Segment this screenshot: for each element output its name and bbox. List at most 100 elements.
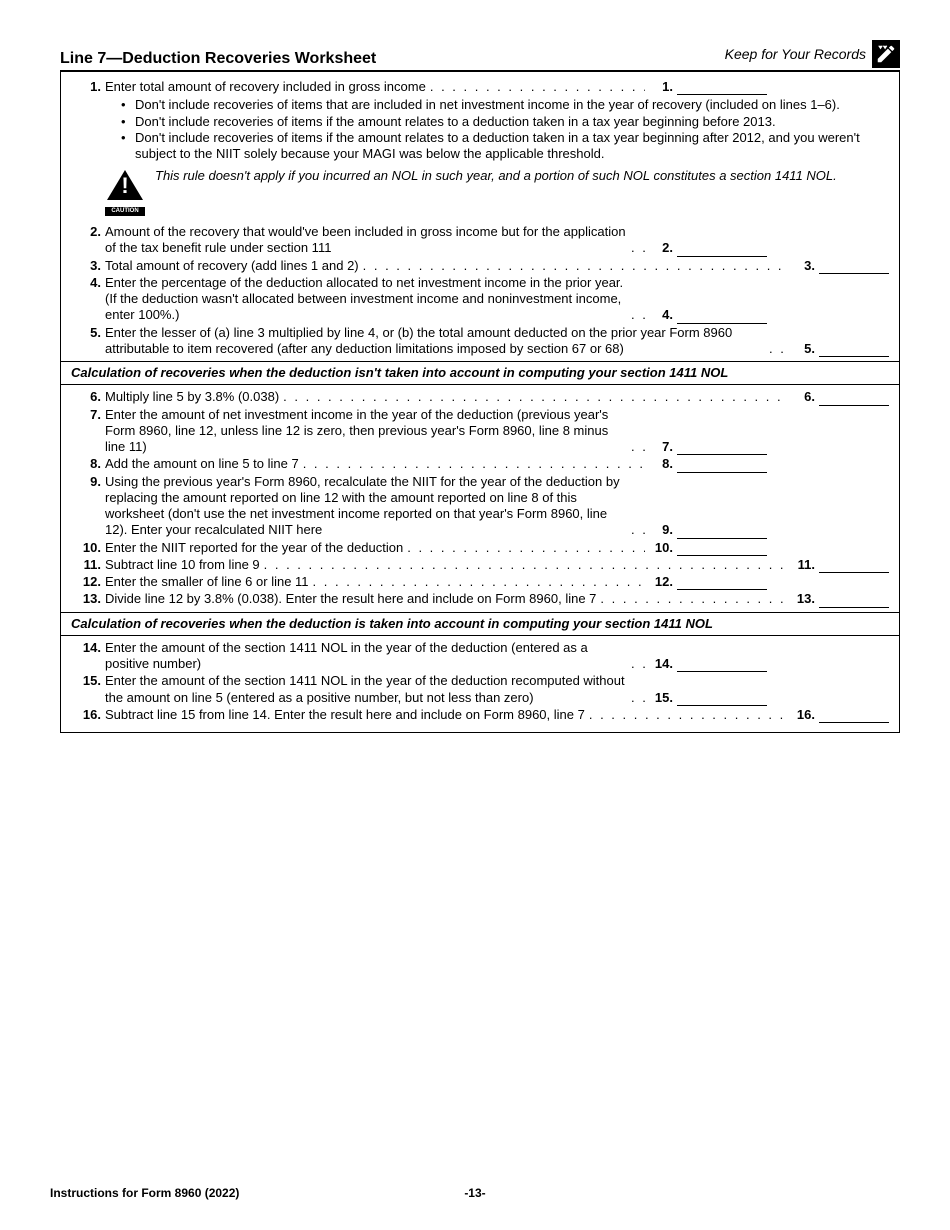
caution-icon: ! CAUTION: [105, 168, 145, 216]
line-text: Subtract line 15 from line 14. Enter the…: [105, 707, 585, 723]
line-text: Multiply line 5 by 3.8% (0.038): [105, 389, 279, 405]
section-header-2: Calculation of recoveries when the deduc…: [61, 612, 899, 636]
blank-field[interactable]: [819, 708, 889, 723]
line-text: Enter the amount of the section 1411 NOL…: [105, 673, 627, 706]
line-text: Enter total amount of recovery included …: [105, 79, 426, 95]
leader-dots: . . . . . . . . . . . . . . . . . . . . …: [596, 591, 787, 607]
line-11: 11. Subtract line 10 from line 9 . . . .…: [71, 557, 889, 573]
leader-dots: . . . . . . . . . . . . . . . . . . . . …: [585, 707, 787, 723]
blank-field[interactable]: [677, 657, 767, 672]
line-text: Total amount of recovery (add lines 1 an…: [105, 258, 359, 274]
line-num: 1.: [71, 79, 105, 95]
line-text: Enter the amount of the section 1411 NOL…: [105, 640, 627, 673]
leader-dots: . . . . . . . . . . . . . . . . . . . . …: [627, 656, 645, 672]
pencil-icon: [872, 40, 900, 68]
line-10: 10. Enter the NIIT reported for the year…: [71, 540, 889, 556]
leader-dots: . . . . . . . . . . . . . . . . . . . . …: [627, 240, 645, 256]
leader-dots: . . . . . . . . . . . . . . . . . . . . …: [627, 690, 645, 706]
line-text: Enter the NIIT reported for the year of …: [105, 540, 403, 556]
line-num: 11.: [71, 557, 105, 573]
line-num: 7.: [71, 407, 105, 423]
line-14: 14. Enter the amount of the section 1411…: [71, 640, 889, 673]
blank-field[interactable]: [819, 593, 889, 608]
blank-field[interactable]: [677, 440, 767, 455]
line-label: 7.: [645, 439, 677, 455]
line-5: 5. Enter the lesser of (a) line 3 multip…: [71, 325, 889, 358]
line-4: 4. Enter the percentage of the deduction…: [71, 275, 889, 324]
keep-records-text: Keep for Your Records: [725, 46, 866, 62]
line-text: Enter the amount of net investment incom…: [105, 407, 627, 456]
line-16: 16. Subtract line 15 from line 14. Enter…: [71, 707, 889, 723]
worksheet-box: 1. Enter total amount of recovery includ…: [60, 72, 900, 733]
bullet-text: Don't include recoveries of items if the…: [135, 114, 776, 130]
blank-field[interactable]: [677, 541, 767, 556]
footer-page-num: -13-: [333, 1186, 616, 1200]
blank-field[interactable]: [819, 259, 889, 274]
line-num: 9.: [71, 474, 105, 490]
line-6: 6. Multiply line 5 by 3.8% (0.038) . . .…: [71, 389, 889, 405]
line-num: 15.: [71, 673, 105, 689]
leader-dots: . . . . . . . . . . . . . . . . . . . . …: [426, 79, 645, 95]
line-num: 10.: [71, 540, 105, 556]
line-3: 3. Total amount of recovery (add lines 1…: [71, 258, 889, 274]
caution-label: CAUTION: [105, 207, 145, 217]
line-text: Divide line 12 by 3.8% (0.038). Enter th…: [105, 591, 596, 607]
blank-field[interactable]: [819, 342, 889, 357]
blank-field[interactable]: [677, 524, 767, 539]
line-num: 2.: [71, 224, 105, 240]
line-num: 5.: [71, 325, 105, 341]
blank-field[interactable]: [819, 558, 889, 573]
page: Line 7—Deduction Recoveries Worksheet Ke…: [0, 0, 950, 1230]
line-text: Add the amount on line 5 to line 7: [105, 456, 299, 472]
line-num: 12.: [71, 574, 105, 590]
worksheet-title: Line 7—Deduction Recoveries Worksheet: [60, 50, 376, 68]
footer-left: Instructions for Form 8960 (2022): [50, 1186, 333, 1200]
blank-field[interactable]: [677, 80, 767, 95]
line-text: Subtract line 10 from line 9: [105, 557, 260, 573]
leader-dots: . . . . . . . . . . . . . . . . . . . . …: [765, 341, 787, 357]
bullet: •Don't include recoveries of items that …: [121, 97, 889, 113]
line-label: 2.: [645, 240, 677, 256]
page-footer: Instructions for Form 8960 (2022) -13-: [50, 1186, 900, 1200]
leader-dots: . . . . . . . . . . . . . . . . . . . . …: [260, 557, 787, 573]
leader-dots: . . . . . . . . . . . . . . . . . . . . …: [627, 307, 645, 323]
caution-text: This rule doesn't apply if you incurred …: [155, 168, 837, 184]
line-num: 3.: [71, 258, 105, 274]
line-1-notes: •Don't include recoveries of items that …: [121, 97, 889, 162]
leader-dots: . . . . . . . . . . . . . . . . . . . . …: [403, 540, 645, 556]
line-7: 7. Enter the amount of net investment in…: [71, 407, 889, 456]
bullet: •Don't include recoveries of items if th…: [121, 130, 889, 163]
line-8: 8. Add the amount on line 5 to line 7 . …: [71, 456, 889, 472]
line-label: 10.: [645, 540, 677, 556]
line-9: 9. Using the previous year's Form 8960, …: [71, 474, 889, 539]
bullet-text: Don't include recoveries of items if the…: [135, 130, 889, 163]
line-12: 12. Enter the smaller of line 6 or line …: [71, 574, 889, 590]
leader-dots: . . . . . . . . . . . . . . . . . . . . …: [309, 574, 645, 590]
line-text: Enter the lesser of (a) line 3 multiplie…: [105, 325, 765, 358]
line-num: 4.: [71, 275, 105, 291]
blank-field[interactable]: [677, 458, 767, 473]
blank-field[interactable]: [677, 309, 767, 324]
leader-dots: . . . . . . . . . . . . . . . . . . . . …: [359, 258, 787, 274]
line-1: 1. Enter total amount of recovery includ…: [71, 79, 889, 95]
line-num: 14.: [71, 640, 105, 656]
line-label: 9.: [645, 522, 677, 538]
blank-field[interactable]: [819, 391, 889, 406]
bullet-text: Don't include recoveries of items that a…: [135, 97, 840, 113]
blank-field[interactable]: [677, 242, 767, 257]
line-label: 14.: [645, 656, 677, 672]
line-label: 15.: [645, 690, 677, 706]
blank-field[interactable]: [677, 691, 767, 706]
line-label: 3.: [787, 258, 819, 274]
line-label: 4.: [645, 307, 677, 323]
line-label: 1.: [645, 79, 677, 95]
blank-field[interactable]: [677, 575, 767, 590]
line-text: Amount of the recovery that would've bee…: [105, 224, 627, 257]
leader-dots: . . . . . . . . . . . . . . . . . . . . …: [279, 389, 787, 405]
line-label: 8.: [645, 456, 677, 472]
line-15: 15. Enter the amount of the section 1411…: [71, 673, 889, 706]
line-label: 16.: [787, 707, 819, 723]
svg-text:!: !: [121, 173, 128, 198]
line-num: 8.: [71, 456, 105, 472]
worksheet-title-row: Line 7—Deduction Recoveries Worksheet Ke…: [60, 40, 900, 72]
